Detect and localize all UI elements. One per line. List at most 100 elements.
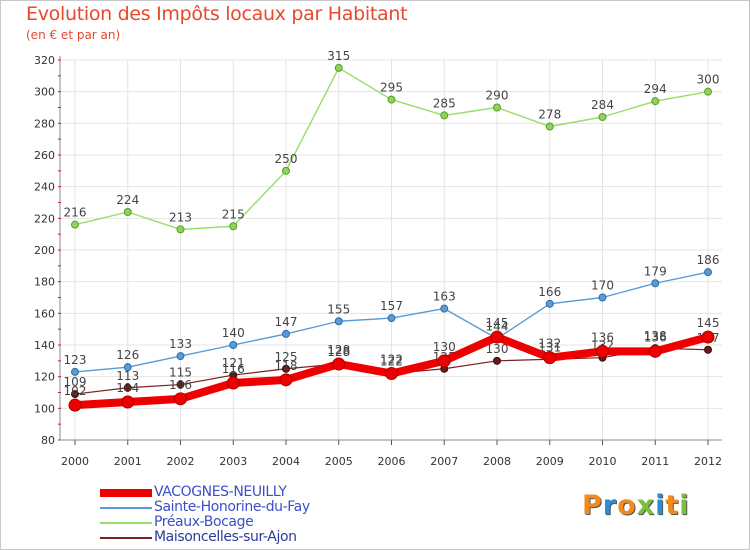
data-label: 300 bbox=[697, 73, 720, 87]
data-point bbox=[282, 329, 290, 338]
data-label: 213 bbox=[169, 210, 192, 224]
data-label: 147 bbox=[275, 315, 298, 329]
data-point bbox=[651, 97, 660, 106]
data-label: 109 bbox=[64, 375, 87, 389]
legend-label: VACOGNES-NEUILLY bbox=[154, 484, 287, 500]
data-label: 179 bbox=[644, 264, 667, 278]
data-label: 136 bbox=[644, 330, 667, 344]
data-point bbox=[176, 380, 185, 389]
data-label: 216 bbox=[64, 206, 87, 220]
data-label: 295 bbox=[380, 81, 403, 95]
data-point bbox=[121, 395, 135, 409]
data-label: 144 bbox=[486, 320, 509, 334]
data-label: 133 bbox=[169, 337, 192, 351]
data-point bbox=[71, 220, 79, 229]
data-label: 126 bbox=[116, 348, 139, 362]
data-label: 170 bbox=[591, 279, 614, 293]
legend-label: Sainte-Honorine-du-Fay bbox=[154, 499, 310, 515]
data-label: 157 bbox=[380, 299, 403, 313]
data-label: 215 bbox=[222, 207, 245, 221]
data-label: 224 bbox=[116, 193, 139, 207]
data-point bbox=[490, 330, 504, 344]
x-tick-label: 2003 bbox=[219, 455, 247, 468]
data-label: 138 bbox=[644, 329, 667, 343]
x-tick-label: 2000 bbox=[61, 455, 89, 468]
legend-swatch bbox=[100, 488, 152, 497]
data-label: 123 bbox=[64, 353, 87, 367]
data-point bbox=[440, 111, 449, 120]
y-tick-label: 160 bbox=[34, 307, 55, 320]
y-tick-label: 180 bbox=[34, 276, 55, 289]
data-label: 163 bbox=[433, 290, 456, 304]
legend-item: Maisoncelles-sur-Ajon bbox=[100, 530, 297, 545]
data-label: 315 bbox=[327, 49, 350, 63]
chart-title: Evolution des Impôts locaux par Habitant bbox=[26, 3, 408, 25]
data-point bbox=[598, 113, 607, 121]
data-point bbox=[334, 317, 343, 326]
data-point bbox=[174, 392, 187, 406]
data-label: 145 bbox=[486, 316, 509, 330]
series-pr-aux-bocage: 216 224 213 215 250 315 295 285 290 278 284 294 300 bbox=[64, 49, 720, 234]
data-label: 128 bbox=[327, 345, 350, 359]
data-label: 166 bbox=[538, 285, 561, 299]
y-tick-label: 320 bbox=[34, 54, 55, 67]
data-point bbox=[123, 208, 132, 216]
data-label: 116 bbox=[222, 362, 245, 376]
data-label: 130 bbox=[433, 340, 456, 354]
data-label: 278 bbox=[538, 108, 561, 122]
data-label: 122 bbox=[380, 353, 403, 367]
data-point bbox=[651, 279, 660, 288]
chart-subtitle: (en € et par an) bbox=[26, 28, 121, 42]
data-label: 250 bbox=[275, 152, 298, 166]
data-label: 128 bbox=[327, 343, 350, 357]
x-tick-label: 2002 bbox=[167, 455, 195, 468]
data-point bbox=[598, 293, 607, 302]
data-point bbox=[493, 356, 501, 365]
data-point bbox=[226, 376, 240, 390]
data-point bbox=[545, 299, 554, 308]
legend-swatch bbox=[100, 536, 152, 539]
data-point bbox=[387, 314, 396, 323]
x-tick-label: 2007 bbox=[430, 455, 458, 468]
x-tick-label: 2005 bbox=[325, 455, 353, 468]
data-label: 155 bbox=[327, 302, 350, 316]
data-point bbox=[282, 166, 290, 175]
legend-swatch bbox=[100, 506, 152, 509]
data-point bbox=[385, 367, 398, 380]
legend-label: Préaux-Bocage bbox=[154, 514, 254, 530]
data-label: 136 bbox=[591, 330, 614, 344]
data-point bbox=[387, 95, 396, 104]
data-label: 140 bbox=[222, 326, 245, 340]
y-tick-label: 260 bbox=[34, 149, 55, 162]
data-point bbox=[282, 364, 290, 373]
y-tick-label: 80 bbox=[41, 434, 55, 447]
data-point bbox=[704, 87, 712, 96]
data-label: 113 bbox=[116, 369, 139, 383]
data-point bbox=[493, 103, 501, 112]
data-label: 122 bbox=[380, 355, 403, 369]
data-label: 145 bbox=[697, 316, 720, 330]
data-label: 285 bbox=[433, 96, 456, 110]
data-point bbox=[176, 225, 185, 234]
data-point bbox=[332, 357, 346, 371]
data-point bbox=[704, 345, 712, 354]
data-point bbox=[176, 352, 185, 361]
y-tick-label: 280 bbox=[34, 117, 55, 130]
y-tick-label: 200 bbox=[34, 244, 55, 257]
data-point bbox=[229, 341, 238, 349]
data-label: 186 bbox=[697, 253, 720, 267]
data-label: 118 bbox=[275, 359, 298, 373]
proxiti-logo: Proxiti bbox=[582, 490, 690, 521]
data-label: 130 bbox=[486, 342, 509, 356]
data-label: 104 bbox=[116, 381, 139, 395]
x-tick-label: 2004 bbox=[272, 455, 300, 468]
legend-item: Préaux-Bocage bbox=[100, 514, 254, 530]
y-tick-label: 300 bbox=[34, 86, 55, 99]
x-tick-label: 2010 bbox=[589, 455, 617, 468]
data-point bbox=[437, 354, 451, 368]
y-tick-label: 100 bbox=[34, 402, 55, 415]
x-tick-label: 2011 bbox=[641, 455, 669, 468]
data-label: 290 bbox=[486, 89, 509, 103]
legend-item: Sainte-Honorine-du-Fay bbox=[100, 500, 310, 515]
